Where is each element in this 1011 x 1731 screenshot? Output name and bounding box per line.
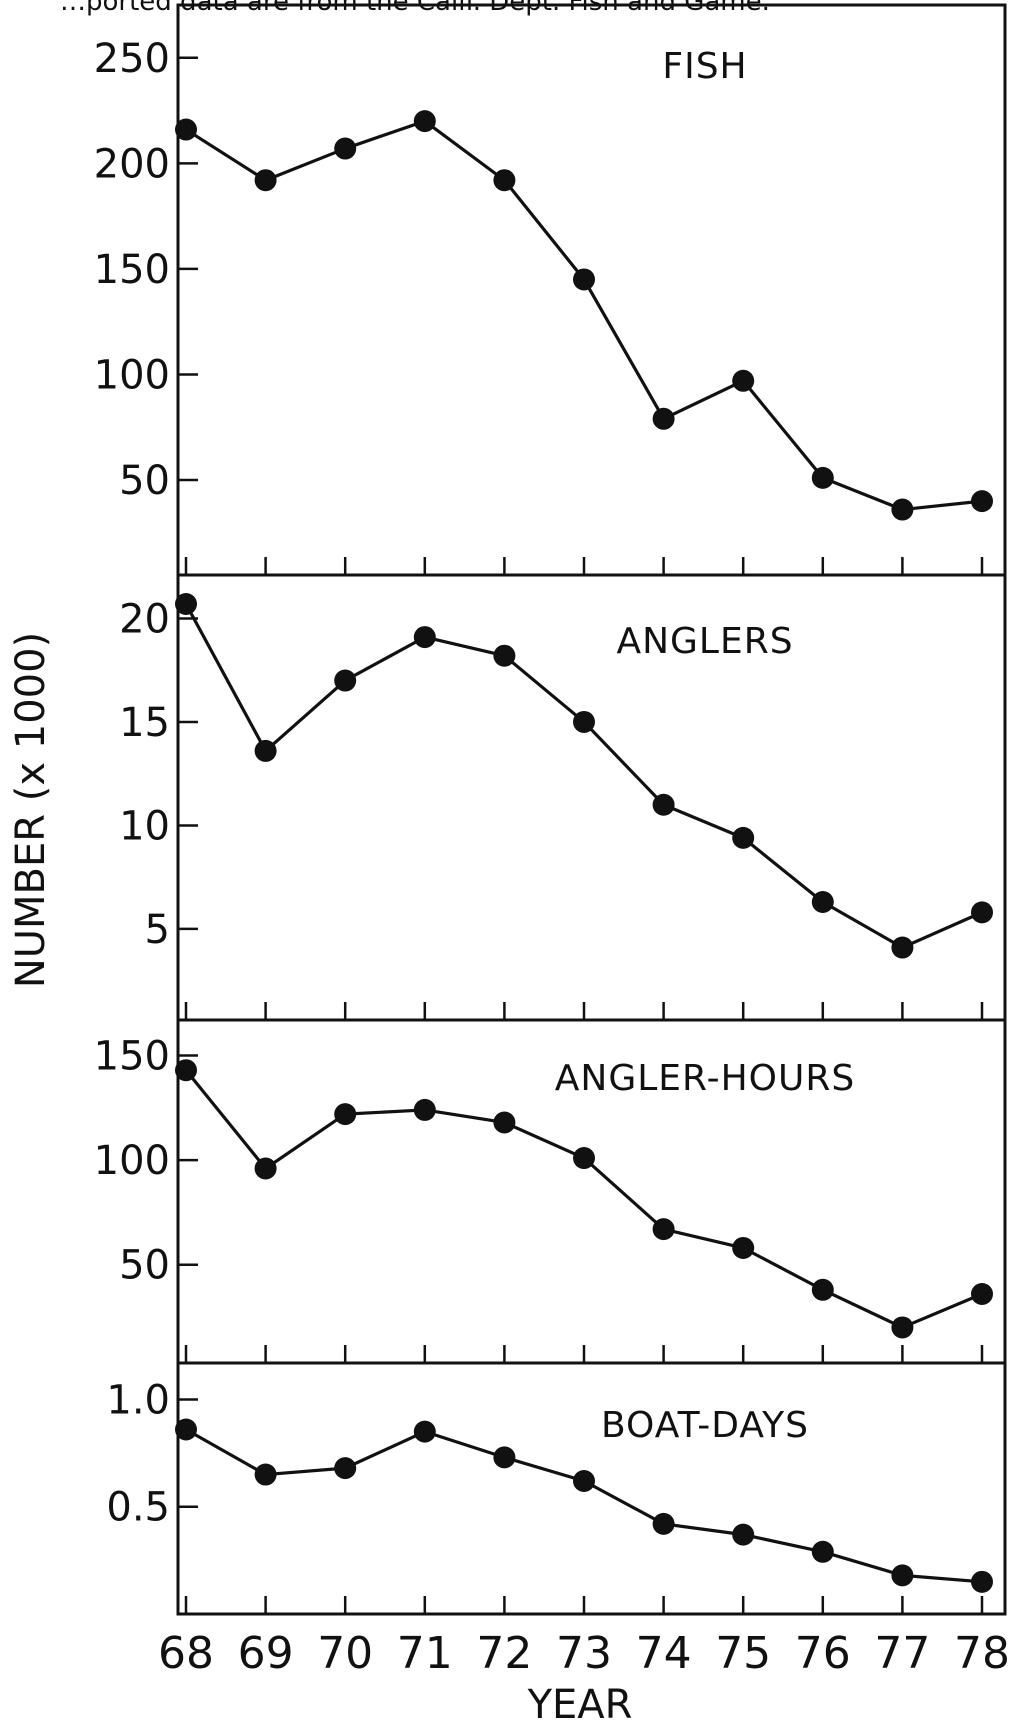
y-tick-label: 200 xyxy=(94,141,170,187)
data-point xyxy=(254,169,277,192)
x-tick-label: 70 xyxy=(317,1628,373,1679)
data-point xyxy=(811,1278,834,1301)
series-line xyxy=(184,1069,983,1330)
data-point xyxy=(732,826,755,849)
data-point xyxy=(652,407,675,430)
data-point xyxy=(652,1512,675,1535)
data-point xyxy=(971,1282,993,1305)
data-point xyxy=(811,891,834,914)
data-point xyxy=(891,1564,914,1587)
data-point xyxy=(175,1418,197,1441)
data-point xyxy=(732,369,755,392)
panel-title: BOAT-DAYS xyxy=(601,1405,809,1446)
data-point xyxy=(811,466,834,489)
data-point xyxy=(573,1469,595,1492)
y-tick-label: 150 xyxy=(94,1034,170,1080)
x-tick-label: 75 xyxy=(715,1628,771,1679)
data-point xyxy=(175,118,197,141)
x-tick-label: 72 xyxy=(476,1628,532,1679)
panel-0: 50 100 150 200 250 FISH xyxy=(94,36,993,575)
panel-title: ANGLERS xyxy=(616,621,793,662)
data-point xyxy=(493,1446,516,1469)
data-point xyxy=(732,1523,755,1546)
panel-1: 5 10 15 20 ANGLERS xyxy=(119,573,1005,1020)
data-point xyxy=(493,169,516,192)
panel-frame xyxy=(176,3,1007,1616)
series-line xyxy=(184,603,983,950)
y-tick-label: 50 xyxy=(119,1243,170,1289)
series-line xyxy=(185,119,983,512)
data-point xyxy=(971,1570,993,1593)
data-point xyxy=(493,644,516,667)
data-point xyxy=(175,592,197,615)
data-point xyxy=(334,1103,357,1126)
panel-3: 0.5 1.0 BOAT-DAYS xyxy=(106,1361,1005,1614)
x-tick-label: 68 xyxy=(158,1628,214,1679)
y-tick-label: 20 xyxy=(119,596,170,642)
data-point xyxy=(573,1147,595,1170)
caption: …ported data are from the Calif. Dept. F… xyxy=(60,0,770,17)
data-point xyxy=(334,669,357,692)
data-point xyxy=(971,490,993,513)
data-point xyxy=(413,626,436,649)
x-tick-label: 77 xyxy=(874,1628,930,1679)
series-line xyxy=(185,1428,983,1584)
data-point xyxy=(413,1098,436,1121)
data-point xyxy=(334,1457,357,1480)
y-axis-title: NUMBER (x 1000) xyxy=(8,632,54,988)
panel-title: FISH xyxy=(662,46,747,87)
y-tick-label: 250 xyxy=(94,36,170,82)
data-point xyxy=(493,1111,516,1134)
x-tick-label: 69 xyxy=(238,1628,294,1679)
x-axis-title: YEAR xyxy=(527,1682,633,1728)
data-point xyxy=(891,936,914,959)
data-point xyxy=(971,901,993,924)
data-point xyxy=(254,1463,277,1486)
y-tick-label: 0.5 xyxy=(106,1485,170,1531)
y-tick-label: 100 xyxy=(94,352,170,398)
x-tick-label: 76 xyxy=(795,1628,851,1679)
y-tick-label: 100 xyxy=(94,1138,170,1184)
data-point xyxy=(891,498,914,521)
y-tick-label: 5 xyxy=(145,907,170,953)
data-point xyxy=(891,1316,914,1339)
y-tick-label: 15 xyxy=(119,700,170,746)
panel-title: ANGLER-HOURS xyxy=(555,1058,855,1099)
data-point xyxy=(334,137,357,160)
data-point xyxy=(573,268,595,291)
data-point xyxy=(652,1218,675,1241)
x-tick-label: 71 xyxy=(397,1628,453,1679)
y-tick-label: 150 xyxy=(94,247,170,293)
data-point xyxy=(732,1236,755,1259)
data-point xyxy=(413,110,436,133)
data-point xyxy=(413,1420,436,1443)
y-tick-label: 10 xyxy=(119,803,170,849)
y-tick-label: 1.0 xyxy=(106,1377,170,1423)
data-point xyxy=(254,739,277,762)
x-tick-label: 78 xyxy=(954,1628,1010,1679)
data-point xyxy=(175,1059,197,1082)
x-tick-label: 74 xyxy=(636,1628,692,1679)
x-tick-label: 73 xyxy=(556,1628,612,1679)
panel-2: 50 100 150 ANGLER-HOURS xyxy=(94,1018,1005,1363)
y-tick-label: 50 xyxy=(119,458,170,504)
data-point xyxy=(652,793,675,816)
data-point xyxy=(573,710,595,733)
data-point xyxy=(811,1540,834,1563)
data-point xyxy=(254,1157,277,1180)
